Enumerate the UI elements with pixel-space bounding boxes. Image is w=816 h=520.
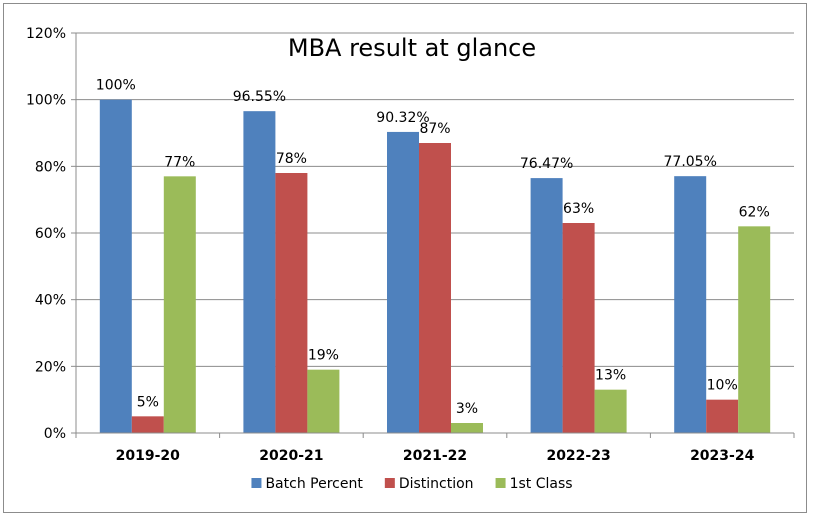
y-tick-label: 80% (35, 159, 66, 175)
legend-entry: 1st Class (510, 476, 573, 492)
x-tick-label: 2021-22 (403, 448, 467, 464)
legend-entry: Distinction (399, 476, 474, 492)
bars (99, 99, 771, 434)
legend-entry: Batch Percent (265, 476, 363, 492)
chart-title: MBA result at glance (288, 34, 536, 62)
chart-frame: 0% 20% 40% 60% 80% 100% 120% 2019-20 2020-21 2021… (3, 3, 807, 513)
data-label: 3% (456, 401, 478, 417)
x-tick-label: 2022-23 (546, 448, 610, 464)
bar (419, 143, 451, 433)
data-label: 90.32% (376, 110, 429, 126)
x-tick-label: 2023-24 (690, 448, 755, 464)
data-label: 10% (707, 378, 738, 394)
bar (243, 111, 276, 434)
data-label: 62% (739, 204, 770, 220)
y-tick-label: 100% (26, 93, 66, 109)
bar (163, 176, 196, 434)
y-tick-label: 60% (35, 226, 66, 242)
data-label: 100% (96, 78, 136, 94)
data-label: 87% (419, 121, 450, 137)
data-label: 5% (137, 394, 159, 410)
legend-swatch (251, 478, 262, 488)
data-label: 19% (308, 348, 339, 364)
y-tick-label: 20% (35, 359, 66, 375)
y-tick-label: 120% (26, 26, 66, 42)
y-tick-label: 0% (44, 426, 66, 442)
axes: 0% 20% 40% 60% 80% 100% 120% 2019-20 2020-21 2021… (26, 26, 795, 464)
legend: Batch Percent Distinction 1st Class (251, 476, 573, 492)
x-tick-label: 2020-21 (259, 448, 323, 464)
legend-swatch (495, 478, 506, 488)
x-tick-label: 2019-20 (116, 448, 181, 464)
data-label: 78% (276, 151, 307, 167)
data-label: 13% (595, 368, 626, 384)
bar (706, 399, 739, 433)
bar (275, 173, 308, 433)
bar (387, 131, 419, 433)
y-tick-label: 40% (35, 293, 66, 309)
data-label: 96.55% (233, 89, 286, 105)
bar-chart: 0% 20% 40% 60% 80% 100% 120% 2019-20 2020-21 2021… (26, 26, 795, 492)
bar (451, 423, 483, 433)
bar (307, 369, 340, 433)
data-label: 77.05% (664, 154, 717, 170)
bar (594, 389, 627, 433)
legend-swatch (384, 478, 395, 488)
data-label: 63% (563, 201, 594, 217)
bar (674, 176, 707, 433)
data-labels: 100% 5% 77% 96.55% 78% 19% 90.32%87% 3% 76.47% 63… (96, 78, 770, 417)
bar (99, 99, 132, 434)
bar (738, 226, 771, 433)
data-label: 77% (164, 154, 195, 170)
data-label: 76.47% (520, 156, 573, 172)
bar (131, 416, 164, 433)
bar (530, 178, 563, 433)
bar (562, 223, 595, 433)
